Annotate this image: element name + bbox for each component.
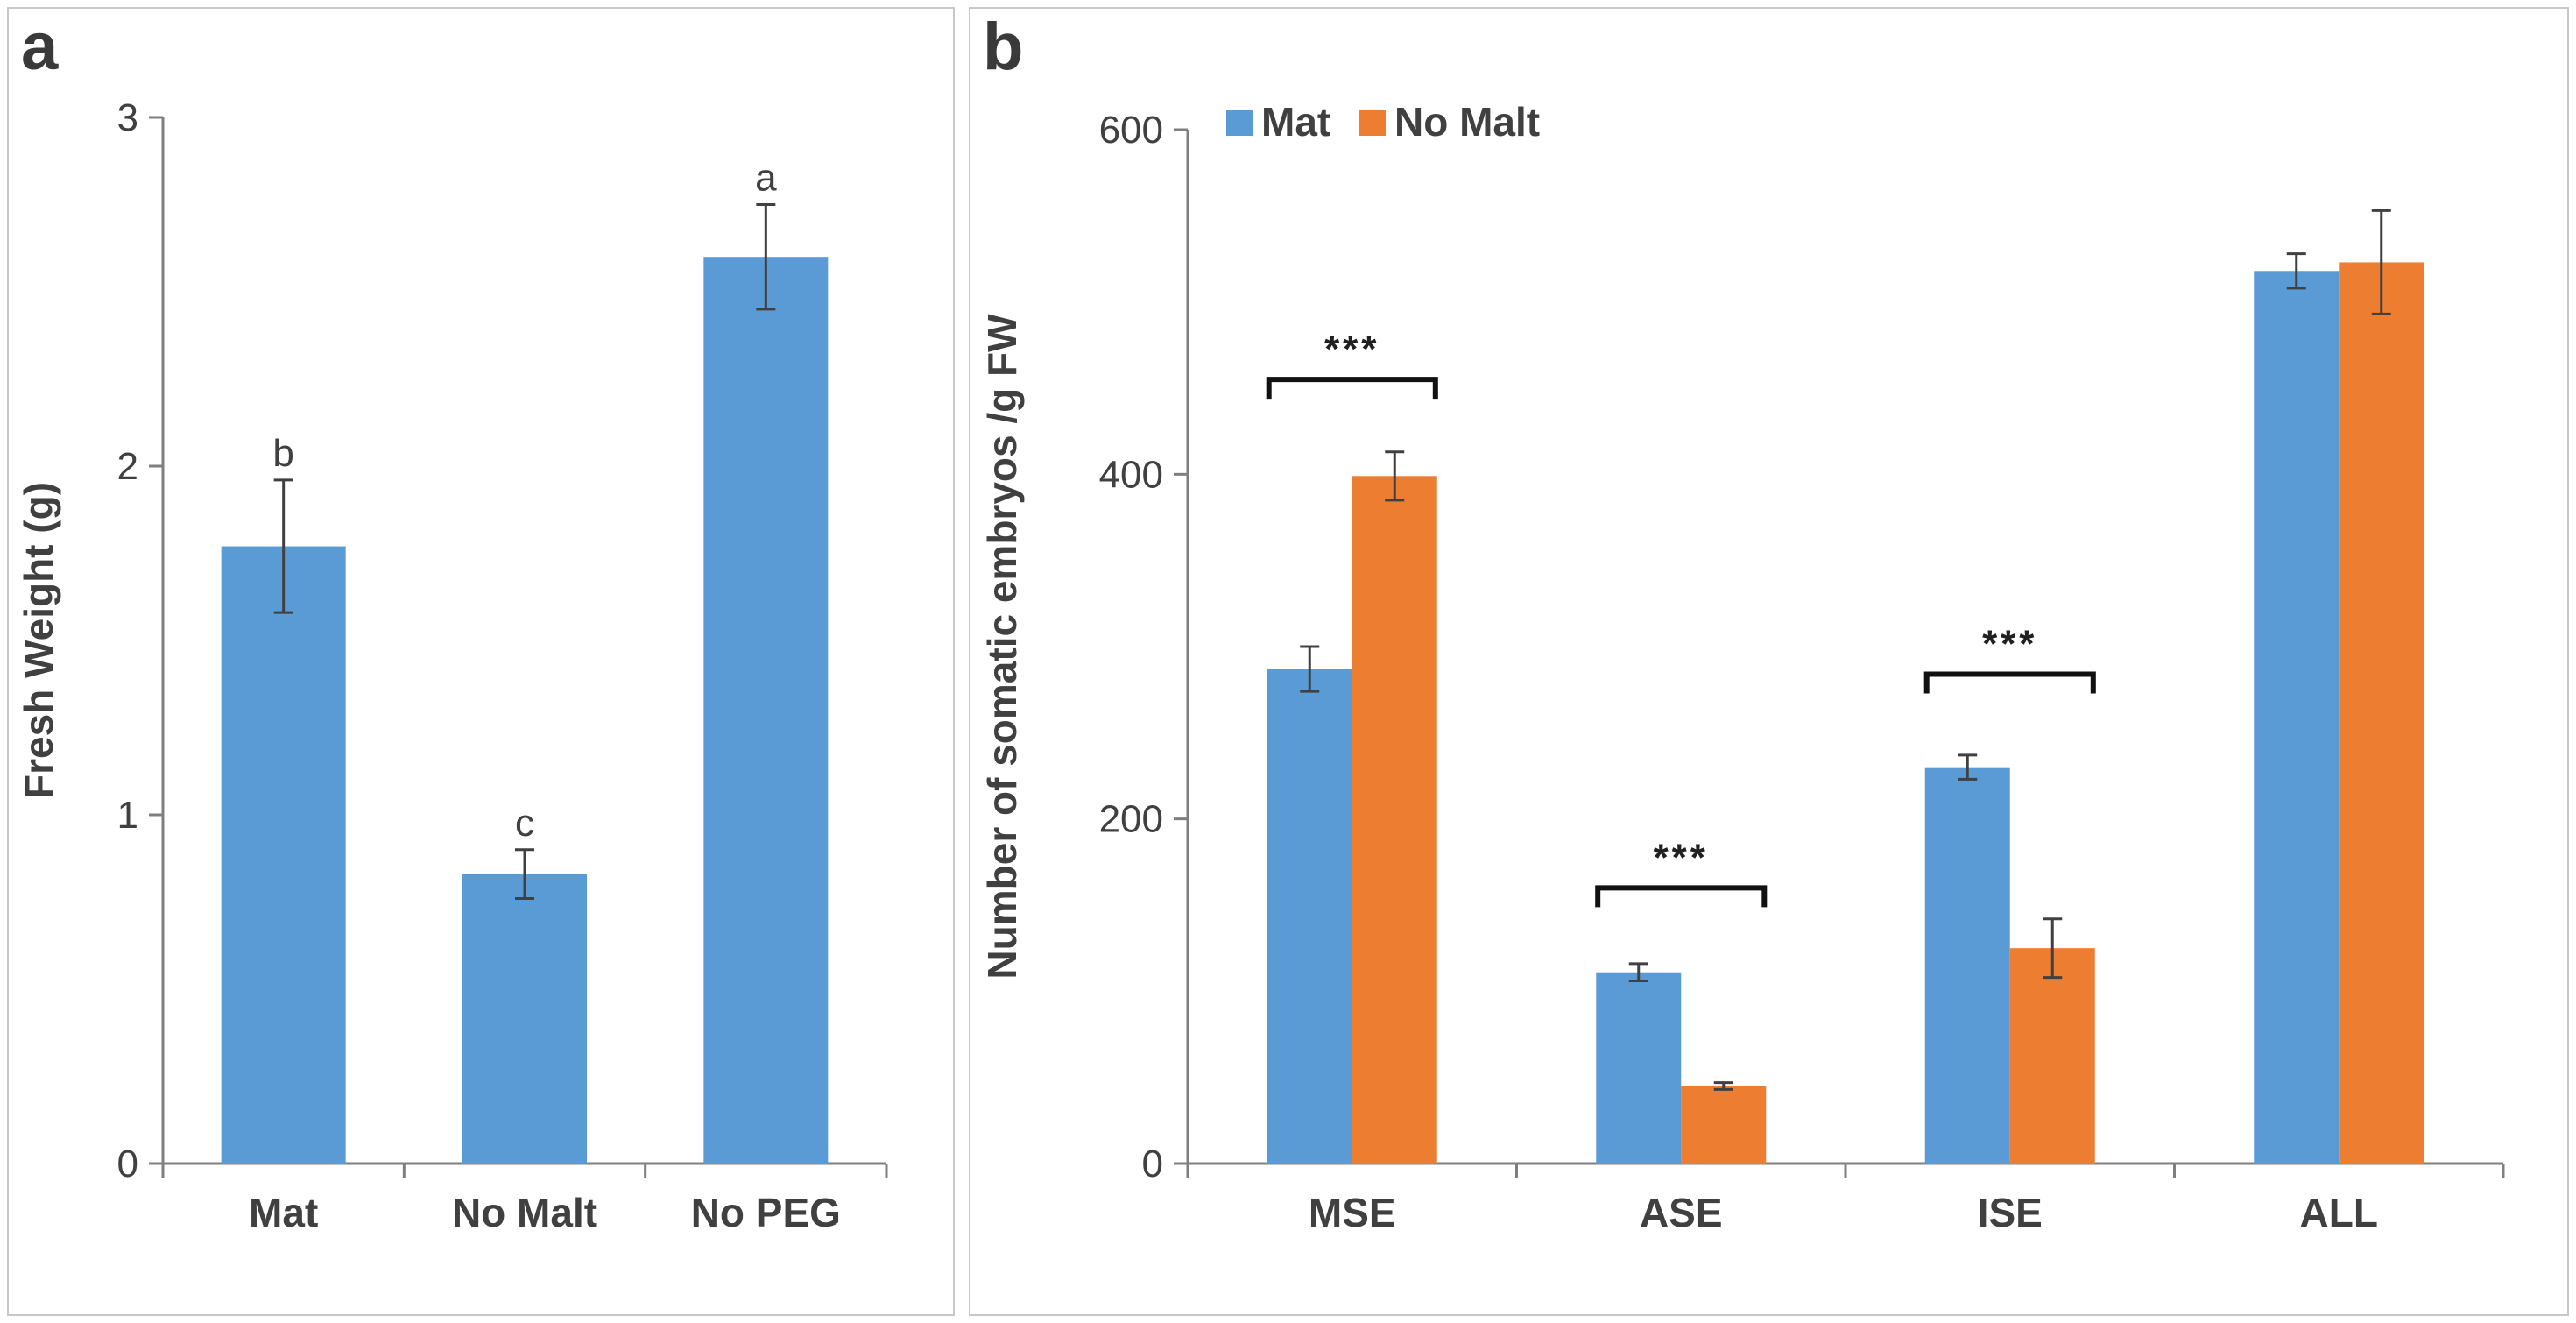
x-tick-label-ise: ISE	[1978, 1190, 2043, 1235]
x-tick-label-ase: ASE	[1640, 1190, 1723, 1235]
y-tick-label-200: 200	[1099, 798, 1163, 841]
chart-a: 0 1 2 3 Mat No Malt No PEG Fresh Weight (g) b c a	[16, 96, 888, 1235]
significance-letter-mat: b	[272, 432, 293, 475]
bar-no-malt-ise	[2009, 948, 2095, 1164]
significance-stars-ase: ***	[1654, 836, 1709, 879]
bar-no-malt-all	[2339, 262, 2424, 1164]
panel-a: a 0 1 2 3 Mat No Malt No PEG Fresh Weight (g) b c…	[7, 7, 955, 1316]
significance-bracket-ase	[1595, 885, 1768, 908]
y-tick-label-3: 3	[117, 96, 138, 139]
panel-b-label: b	[983, 10, 1024, 84]
y-tick-label-1: 1	[117, 794, 138, 837]
x-tick-label-mse: MSE	[1309, 1190, 1396, 1235]
legend-swatch-no-malt	[1359, 110, 1386, 136]
bar-mat-mse	[1267, 669, 1352, 1164]
panel-a-label: a	[21, 10, 59, 84]
significance-stars-mse: ***	[1324, 328, 1380, 371]
significance-letter-no-malt: c	[515, 802, 534, 845]
significance-bracket-ise	[1923, 671, 2096, 694]
x-tick-label-no-malt: No Malt	[452, 1190, 597, 1235]
bar-mat-ise	[1924, 767, 2010, 1164]
legend-swatch-mat	[1226, 110, 1253, 136]
legend-label-mat: Mat	[1261, 99, 1330, 145]
y-axis-title: Number of somatic embryos /g FW	[979, 314, 1025, 980]
y-tick-label-600: 600	[1099, 109, 1163, 152]
chart-b: 0 200 400 600 MSE ASE ISE ALL Number of somatic …	[979, 99, 2505, 1235]
y-tick-label-0: 0	[1142, 1143, 1163, 1185]
bar-mat-all	[2254, 271, 2340, 1164]
bar-fresh-weight-mat	[221, 546, 346, 1164]
x-tick-label-no-peg: No PEG	[691, 1190, 841, 1235]
significance-letter-no-peg: a	[755, 157, 777, 200]
y-tick-label-2: 2	[117, 445, 138, 488]
legend-label-no-malt: No Malt	[1394, 99, 1540, 145]
y-tick-label-400: 400	[1099, 453, 1163, 496]
x-tick-label-mat: Mat	[249, 1190, 318, 1235]
y-tick-label-0: 0	[117, 1143, 138, 1185]
x-tick-label-all: ALL	[2300, 1190, 2378, 1235]
significance-bracket-mse	[1266, 377, 1438, 400]
significance-stars-ise: ***	[1982, 622, 2037, 665]
y-axis-title: Fresh Weight (g)	[16, 482, 61, 799]
bar-no-malt-mse	[1352, 476, 1437, 1164]
bar-mat-ase	[1596, 972, 1682, 1164]
bar-fresh-weight-no-peg	[703, 257, 829, 1164]
bar-no-malt-ase	[1681, 1086, 1767, 1164]
panel-b: b 0 200 400 600 MSE ASE ISE ALL Number of somati…	[969, 7, 2569, 1316]
bar-fresh-weight-no-malt	[462, 874, 587, 1164]
